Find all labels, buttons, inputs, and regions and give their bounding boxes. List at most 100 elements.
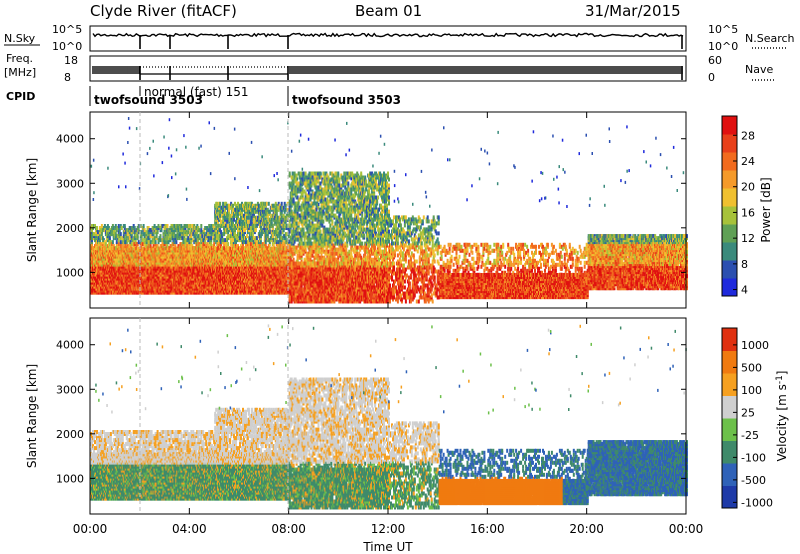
heatmap-cell: [93, 232, 95, 237]
heatmap-cell: [219, 213, 222, 218]
freq-panel: Freq. [MHz] 18 8 60 0 Nave: [4, 52, 776, 84]
heatmap-cell: [101, 228, 104, 233]
heatmap-cell: [153, 236, 156, 241]
heatmap-cell: [143, 240, 146, 245]
heatmap-cell: [136, 234, 139, 239]
heatmap-cell: [180, 224, 183, 228]
heatmap-cell: [152, 244, 155, 249]
heatmap-cell: [225, 242, 228, 247]
heatmap-cell: [231, 228, 234, 233]
heatmap-cell: [153, 224, 156, 228]
heatmap-cell: [121, 244, 124, 249]
heatmap-cell: [210, 236, 213, 241]
heatmap-cell: [123, 236, 126, 241]
heatmap-cell: [130, 226, 133, 230]
heatmap-cell: [149, 244, 152, 249]
cpid-segment-1: twofsound 3503: [94, 93, 203, 107]
heatmap-cell: [200, 228, 203, 233]
heatmap-cell: [165, 240, 168, 245]
heatmap-cell: [187, 236, 190, 241]
heatmap-cell: [100, 224, 103, 228]
heatmap-cell: [140, 234, 143, 239]
heatmap-cell: [99, 242, 102, 247]
cpid-label: CPID: [6, 90, 35, 103]
station-title: Clyde River (fitACF): [90, 2, 237, 20]
heatmap-cell: [163, 240, 166, 245]
nsearch-tick-top: 10^5: [708, 23, 738, 36]
heatmap-cell: [133, 226, 136, 230]
heatmap-cell: [157, 224, 160, 228]
heatmap-cell: [140, 230, 143, 235]
heatmap-cell: [97, 230, 99, 235]
heatmap-cell: [104, 242, 107, 247]
nave-tick-top: 60: [708, 54, 722, 67]
heatmap-cell: [150, 228, 153, 233]
heatmap-cell: [117, 224, 120, 228]
heatmap-cell: [91, 228, 93, 233]
heatmap-cell: [111, 240, 114, 245]
heatmap-cell: [222, 201, 225, 206]
heatmap-cell: [137, 240, 140, 245]
heatmap-cell: [220, 230, 223, 235]
cpid-segment-2: normal (fast) 151: [144, 85, 248, 99]
heatmap-cell: [112, 226, 115, 230]
heatmap-cell: [228, 207, 231, 212]
heatmap-cell: [200, 224, 203, 228]
heatmap-cell: [227, 234, 230, 239]
heatmap-cell: [198, 228, 201, 233]
heatmap-cell: [213, 242, 216, 247]
nave-tick-bottom: 0: [708, 71, 715, 84]
heatmap-cell: [141, 242, 144, 247]
heatmap-cell: [154, 240, 157, 245]
heatmap-cell: [164, 224, 167, 228]
heatmap-cell: [220, 219, 223, 224]
heatmap-cell: [115, 240, 118, 245]
nave-label: Nave: [745, 63, 773, 76]
freq-tick-top: 18: [64, 54, 78, 67]
heatmap-cell: [156, 244, 159, 249]
heatmap-cell: [233, 217, 235, 222]
heatmap-cell: [143, 228, 146, 233]
heatmap-cell: [139, 224, 142, 228]
nsky-label: N.Sky: [4, 32, 36, 45]
heatmap-cell: [107, 226, 110, 230]
heatmap-cell: [245, 240, 247, 245]
nsearch-label: N.Search: [745, 32, 795, 45]
heatmap-cell: [224, 238, 227, 243]
cpid-panel: CPID twofsound 3503 normal (fast) 151 tw…: [6, 85, 401, 107]
heatmap-cell: [123, 224, 126, 228]
date-title: 31/Mar/2015: [585, 2, 681, 20]
heatmap-cell: [204, 240, 207, 245]
heatmap-cell: [227, 242, 230, 247]
nsky-tick-bottom: 10^0: [52, 40, 82, 53]
heatmap-cell: [244, 228, 246, 233]
heatmap-cell: [201, 234, 204, 239]
heatmap-cell: [189, 224, 192, 228]
heatmap-cell: [141, 238, 144, 243]
power-heatmap: [90, 117, 688, 304]
heatmap-cell: [222, 238, 225, 243]
heatmap-cell: [210, 242, 213, 247]
heatmap-cell: [103, 224, 106, 228]
heatmap-cell: [147, 226, 150, 230]
heatmap-cell: [160, 228, 163, 233]
heatmap-cell: [117, 238, 120, 243]
heatmap-cell: [175, 240, 178, 245]
freq-frame: [89, 55, 687, 82]
nsky-panel: N.Sky 10^5 10^0 10^5 10^0 N.Search: [4, 23, 795, 53]
heatmap-cell: [229, 213, 232, 218]
heatmap-cell: [217, 223, 220, 228]
heatmap-cell: [119, 232, 122, 237]
heatmap-cell: [120, 226, 123, 230]
heatmap-cell: [216, 201, 219, 206]
heatmap-cell: [166, 244, 169, 249]
nsky-tick-top: 10^5: [52, 23, 82, 36]
heatmap-cell: [156, 228, 159, 233]
heatmap-cell: [118, 228, 121, 233]
heatmap-cell: [98, 234, 101, 239]
nsky-frame: [89, 25, 687, 52]
heatmap-cell: [232, 203, 234, 208]
freq-label-line2: [MHz]: [4, 66, 36, 79]
heatmap-cell: [159, 238, 162, 243]
